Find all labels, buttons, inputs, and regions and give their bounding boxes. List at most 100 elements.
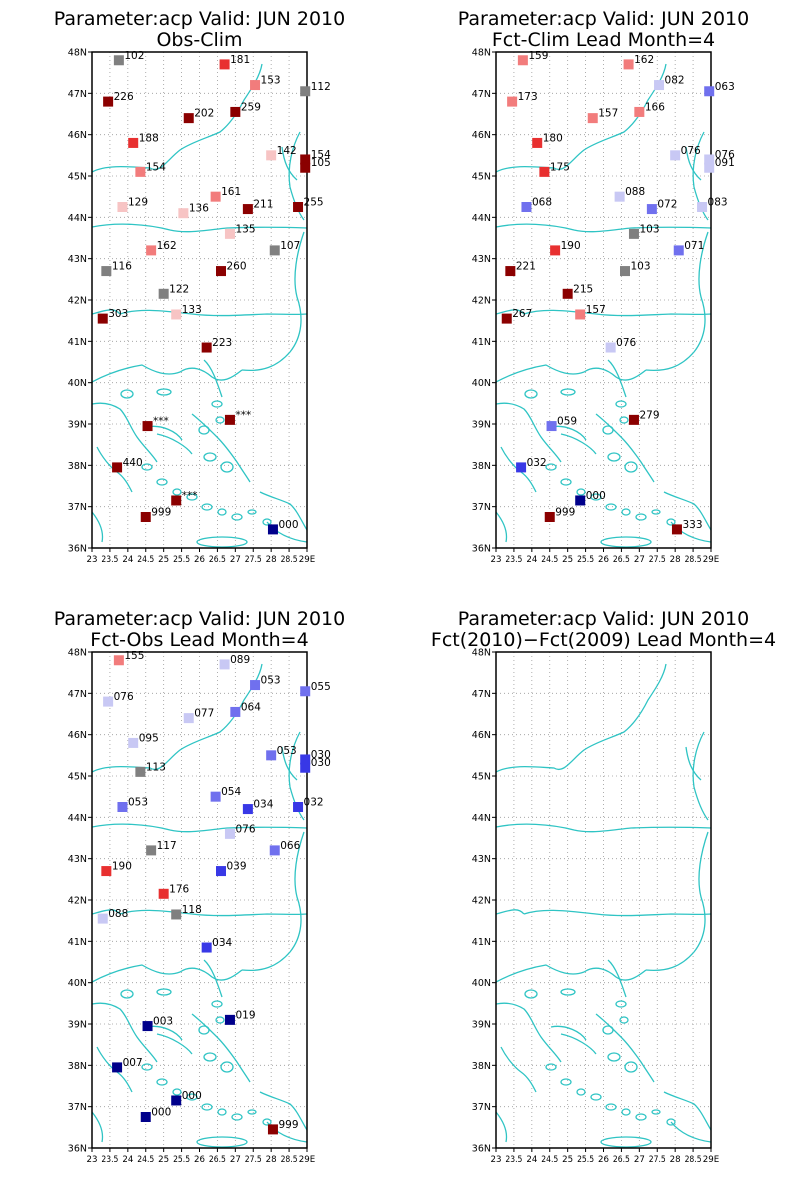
station-marker	[671, 524, 682, 535]
station-marker	[516, 462, 527, 473]
gridlines	[496, 52, 711, 548]
station-value-label: 226	[114, 91, 134, 103]
lat-tick-label: 42N	[68, 896, 87, 907]
lon-tick-label: 25	[158, 555, 169, 565]
lat-tick-label: 38N	[68, 461, 87, 472]
lon-tick-label: 28.5	[281, 1155, 298, 1165]
lon-tick-label: 24	[122, 555, 133, 565]
station-marker	[269, 845, 280, 856]
station-marker	[97, 313, 108, 324]
lat-tick-label: 44N	[472, 213, 491, 224]
station-marker	[673, 245, 684, 256]
lat-tick-label: 46N	[472, 730, 491, 741]
station-marker	[505, 266, 516, 277]
station-marker	[605, 342, 616, 353]
station-value-label: 072	[657, 199, 677, 211]
lat-tick-label: 43N	[472, 854, 491, 865]
lat-tick-label: 37N	[472, 502, 491, 513]
station-value-label: 091	[715, 157, 735, 169]
lon-tick-label: 25	[562, 1155, 573, 1165]
station-value-label: 000	[278, 519, 298, 531]
station-value-label: 102	[124, 50, 144, 62]
station-value-label: 162	[634, 54, 654, 66]
panel-title: Parameter:acp Valid: JUN 2010	[458, 608, 749, 630]
lat-tick-label: 37N	[68, 1102, 87, 1113]
station-value-label: 999	[151, 507, 171, 519]
station-marker	[654, 80, 665, 91]
station-value-label: 034	[253, 799, 273, 811]
lon-tick-label: 25.5	[173, 1155, 190, 1165]
station-value-label: 162	[157, 240, 177, 252]
station-value-label: 076	[681, 145, 701, 157]
station-value-label: 039	[227, 861, 247, 873]
station-marker	[300, 762, 311, 773]
station-value-label: 007	[123, 1057, 143, 1069]
station-value-label: 088	[625, 186, 645, 198]
station-marker	[539, 166, 550, 177]
lat-tick-label: 48N	[68, 48, 87, 59]
lon-tick-label: 24.5	[137, 555, 154, 565]
station-marker	[101, 266, 112, 277]
station-marker	[216, 866, 226, 877]
station-marker	[112, 1062, 123, 1073]
station-value-label: ***	[153, 416, 169, 428]
station-value-label: 303	[108, 308, 128, 320]
station-value-label: 117	[157, 840, 177, 852]
station-value-label: 003	[153, 1016, 173, 1028]
station-value-label: 190	[112, 861, 132, 873]
station-marker	[103, 696, 114, 707]
station-value-label: 157	[586, 304, 606, 316]
station-marker	[269, 245, 280, 256]
panel-title: Parameter:acp Valid: JUN 2010	[54, 608, 345, 630]
station-marker	[142, 421, 153, 432]
panel-subtitle: Fct-Obs Lead Month=4	[90, 629, 308, 651]
station-value-label: 076	[235, 823, 255, 835]
station-value-label: 095	[139, 732, 159, 744]
station-marker	[501, 313, 512, 324]
station-marker	[224, 228, 235, 239]
lat-tick-label: 40N	[472, 978, 491, 989]
lat-tick-label: 36N	[68, 544, 87, 555]
station-value-label: ***	[235, 409, 251, 421]
lon-tick-label: 26.5	[209, 1155, 226, 1165]
station-value-label: 215	[573, 283, 593, 295]
station-marker	[250, 680, 261, 691]
station-value-label: 034	[212, 937, 232, 949]
lat-tick-label: 40N	[68, 378, 87, 389]
station-marker	[562, 288, 573, 299]
station-value-label: 153	[261, 75, 281, 87]
station-marker	[140, 1112, 151, 1122]
panel-subtitle: Obs-Clim	[156, 29, 242, 51]
station-value-label: 255	[304, 197, 324, 209]
lat-tick-label: 46N	[68, 730, 87, 741]
lat-tick-label: 44N	[68, 813, 87, 824]
station-marker	[544, 512, 555, 522]
station-marker	[300, 686, 311, 697]
station-marker	[171, 495, 182, 506]
station-marker	[250, 80, 261, 91]
station-value-label: 333	[682, 519, 702, 531]
station-marker	[158, 888, 169, 899]
station-marker	[507, 96, 518, 107]
lat-tick-label: 36N	[68, 1144, 87, 1155]
gridlines	[92, 52, 307, 548]
station-marker	[300, 86, 311, 97]
lon-tick-label: 24.5	[541, 1155, 558, 1165]
station-marker	[201, 942, 212, 953]
lat-tick-label: 39N	[472, 1020, 491, 1031]
lat-tick-label: 42N	[472, 296, 491, 307]
station-marker	[171, 309, 182, 320]
lat-tick-label: 44N	[68, 213, 87, 224]
station-value-label: 076	[114, 691, 134, 703]
lon-tick-label: 26	[194, 555, 205, 565]
lon-tick-label: 28	[266, 555, 277, 565]
station-marker	[532, 137, 543, 148]
lat-tick-label: 43N	[68, 254, 87, 265]
lon-tick-label: 23	[87, 555, 98, 565]
station-value-label: 155	[124, 650, 144, 662]
lon-tick-label: 25	[562, 555, 573, 565]
lon-tick-label: 29E	[299, 555, 316, 565]
station-value-label: 116	[112, 261, 132, 273]
lat-tick-label: 44N	[472, 813, 491, 824]
station-value-label: 211	[253, 199, 273, 211]
